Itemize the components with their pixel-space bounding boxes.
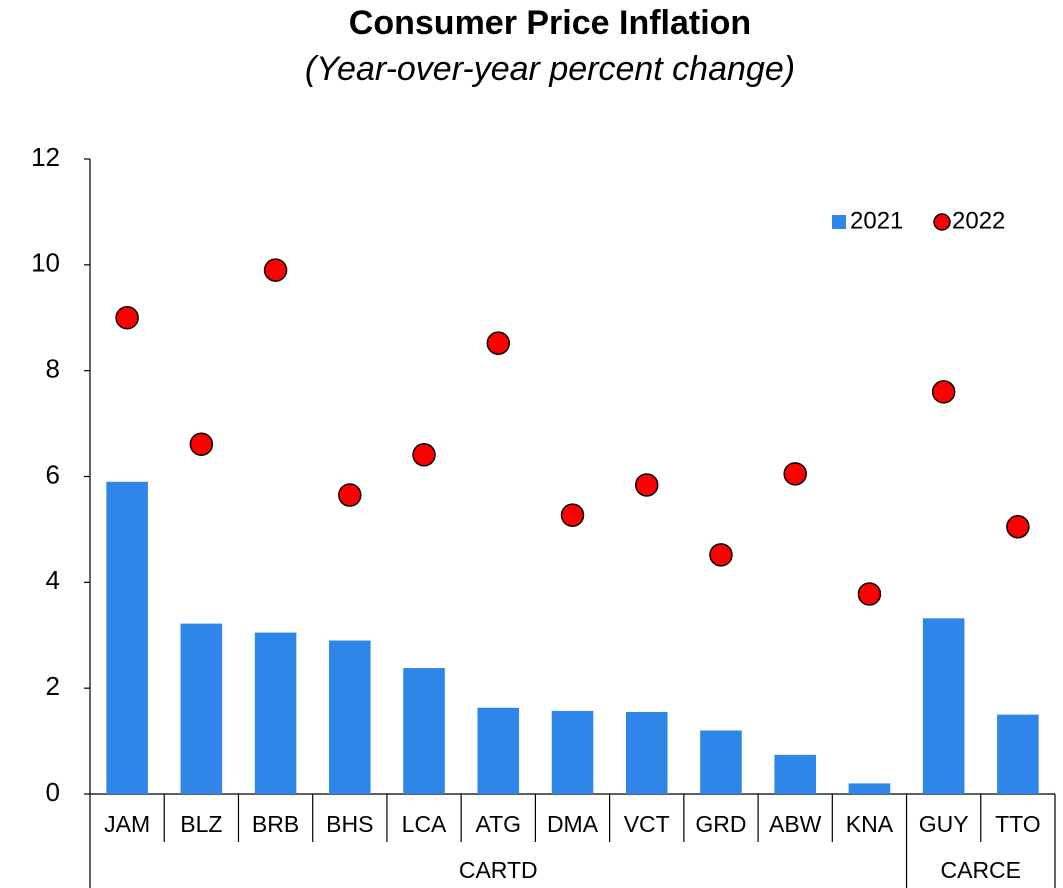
- x-tick-label: GUY: [919, 811, 969, 837]
- y-tick-label: 10: [31, 248, 60, 278]
- bar: [774, 754, 816, 794]
- y-tick-label: 6: [46, 459, 60, 489]
- bar: [551, 710, 594, 794]
- group-label: CARCE: [941, 857, 1022, 883]
- dot: [560, 503, 585, 527]
- bar: [625, 711, 668, 794]
- x-tick-label: ABW: [769, 811, 822, 837]
- dot: [709, 543, 733, 567]
- dot: [931, 380, 956, 404]
- group-label: CARTD: [459, 857, 538, 883]
- x-tick-label: GRD: [695, 811, 746, 837]
- x-tick-label: TTO: [995, 811, 1041, 837]
- y-tick-label: 2: [46, 671, 60, 701]
- dot: [189, 432, 214, 456]
- y-tick-label: 0: [46, 777, 60, 807]
- bar: [180, 623, 223, 794]
- y-tick-label: 8: [46, 354, 60, 384]
- bar: [329, 640, 371, 794]
- legend-label: 2022: [952, 207, 1005, 234]
- chart-subtitle: (Year-over-year percent change): [305, 50, 795, 88]
- x-tick-label: VCT: [624, 811, 670, 837]
- bar: [254, 632, 297, 794]
- dot: [338, 483, 362, 507]
- x-tick-label: DMA: [547, 811, 599, 837]
- x-tick-label: KNA: [846, 811, 894, 837]
- dot: [412, 443, 436, 467]
- y-tick-label: 4: [46, 565, 60, 595]
- dot: [486, 331, 511, 355]
- x-tick-label: LCA: [402, 811, 447, 837]
- dot: [783, 462, 807, 486]
- bar: [477, 707, 520, 794]
- y-tick-label: 12: [31, 142, 60, 172]
- bar: [848, 783, 891, 794]
- bar: [106, 481, 148, 794]
- dot: [263, 258, 288, 282]
- bar: [700, 730, 742, 794]
- dot: [1006, 515, 1030, 539]
- legend-label: 2021: [850, 207, 903, 234]
- dot: [634, 473, 659, 497]
- dot: [115, 306, 139, 330]
- x-tick-label: JAM: [104, 811, 150, 837]
- chart-title: Consumer Price Inflation: [349, 4, 751, 42]
- x-tick-label: BHS: [326, 811, 373, 837]
- bar: [922, 618, 965, 794]
- bar: [403, 668, 445, 794]
- legend-swatch: [933, 213, 951, 231]
- x-tick-label: ATG: [475, 811, 521, 837]
- dot: [857, 582, 882, 606]
- x-tick-label: BLZ: [180, 811, 222, 837]
- x-tick-label: BRB: [252, 811, 299, 837]
- legend-swatch: [832, 215, 846, 229]
- bar: [997, 714, 1039, 794]
